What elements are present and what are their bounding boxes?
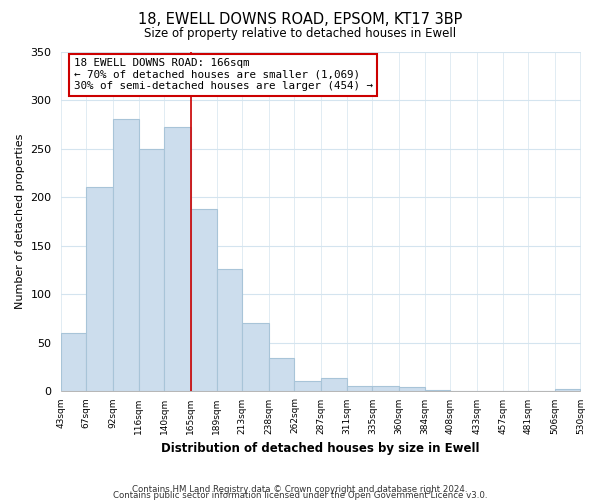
Bar: [347, 386, 373, 391]
Text: Size of property relative to detached houses in Ewell: Size of property relative to detached ho…: [144, 28, 456, 40]
Bar: [399, 387, 425, 391]
X-axis label: Distribution of detached houses by size in Ewell: Distribution of detached houses by size …: [161, 442, 480, 455]
Bar: [321, 378, 347, 391]
Bar: [425, 390, 450, 391]
Bar: [555, 389, 580, 391]
Bar: [269, 358, 295, 391]
Bar: [295, 382, 321, 391]
Bar: [113, 120, 139, 391]
Text: 18 EWELL DOWNS ROAD: 166sqm
← 70% of detached houses are smaller (1,069)
30% of : 18 EWELL DOWNS ROAD: 166sqm ← 70% of det…: [74, 58, 373, 92]
Bar: [139, 148, 164, 391]
Bar: [217, 269, 242, 391]
Bar: [242, 323, 269, 391]
Y-axis label: Number of detached properties: Number of detached properties: [15, 134, 25, 309]
Bar: [164, 127, 191, 391]
Bar: [86, 188, 113, 391]
Bar: [373, 386, 399, 391]
Bar: [61, 333, 86, 391]
Text: Contains public sector information licensed under the Open Government Licence v3: Contains public sector information licen…: [113, 491, 487, 500]
Text: 18, EWELL DOWNS ROAD, EPSOM, KT17 3BP: 18, EWELL DOWNS ROAD, EPSOM, KT17 3BP: [138, 12, 462, 28]
Bar: [191, 208, 217, 391]
Text: Contains HM Land Registry data © Crown copyright and database right 2024.: Contains HM Land Registry data © Crown c…: [132, 485, 468, 494]
